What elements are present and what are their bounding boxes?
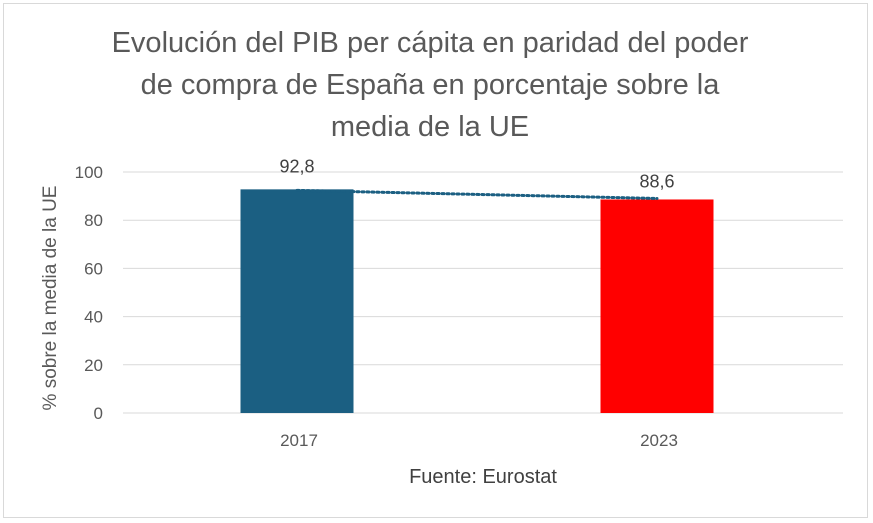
data-labels: 92,8 88,6 — [279, 156, 674, 191]
trendline-line — [295, 188, 659, 200]
x-tick-label-2017: 2017 — [280, 431, 318, 450]
y-tick-label-0: 0 — [94, 404, 103, 423]
y-tick-label-80: 80 — [84, 211, 103, 230]
chart-title-line-3: media de la UE — [330, 111, 530, 143]
trendline — [295, 188, 659, 200]
chart-title: Evolución del PIB per cápita en paridad … — [60, 22, 800, 148]
chart-title-line-2: de compra de España en porcentaje sobre … — [140, 69, 720, 101]
source-label: Fuente: Eurostat — [409, 466, 557, 488]
data-label-2017: 92,8 — [279, 156, 314, 176]
bar-2023 — [600, 199, 714, 413]
x-axis-ticks: 2017 2023 — [280, 431, 678, 450]
y-axis-ticks: 0 20 40 60 80 100 — [75, 163, 103, 423]
y-tick-label-100: 100 — [75, 163, 103, 182]
x-tick-label-2023: 2023 — [640, 431, 678, 450]
bars — [240, 189, 714, 413]
bar-2017 — [240, 189, 354, 413]
y-tick-label-60: 60 — [84, 259, 103, 278]
chart-title-line-1: Evolución del PIB per cápita en paridad … — [111, 27, 749, 59]
y-axis-label: % sobre la media de la UE — [40, 186, 61, 411]
gridlines — [123, 171, 843, 414]
y-tick-label-40: 40 — [84, 308, 103, 327]
data-label-2023: 88,6 — [639, 171, 674, 191]
chart-frame — [3, 3, 868, 518]
y-tick-label-20: 20 — [84, 356, 103, 375]
